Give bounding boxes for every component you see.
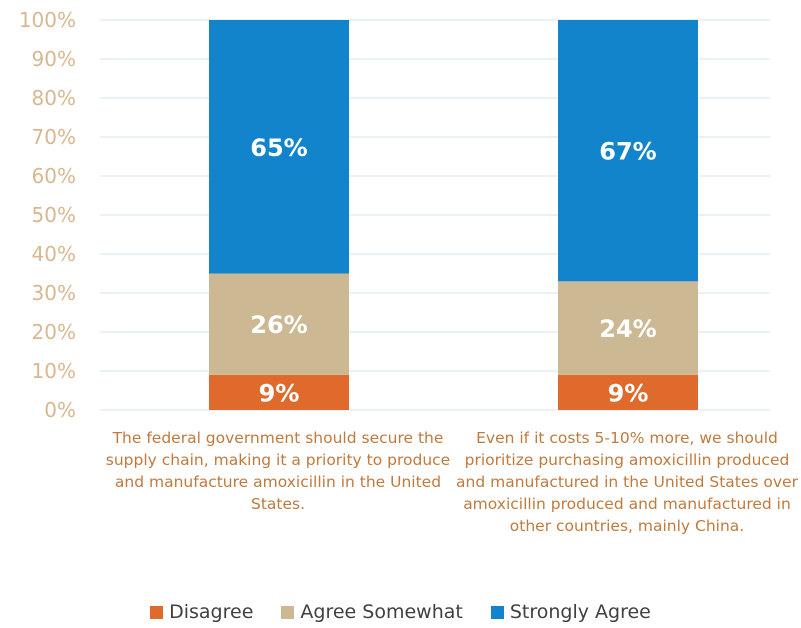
data-label: 9% xyxy=(608,379,649,407)
y-tick-label: 100% xyxy=(19,8,76,32)
bar-segment xyxy=(558,281,698,375)
y-tick-label: 0% xyxy=(44,398,76,422)
bar-segment xyxy=(209,273,349,375)
stacked-bar-chart: 0% 10% 20% 30% 40% 50% 60% 70% 80% 90% 100% 9% 26% 6… xyxy=(19,8,770,422)
category-label-1: The federal government should secure the… xyxy=(105,429,451,513)
y-tick-label: 70% xyxy=(32,125,76,149)
data-label: 9% xyxy=(259,379,300,407)
legend-label-agree-somewhat: Agree Somewhat xyxy=(300,601,463,623)
y-tick-label: 60% xyxy=(32,164,76,188)
y-tick-label: 80% xyxy=(32,86,76,110)
y-tick-label: 90% xyxy=(32,47,76,71)
legend-item-agree-somewhat: Agree Somewhat xyxy=(281,601,463,623)
y-tick-label: 20% xyxy=(32,320,76,344)
y-tick-label: 40% xyxy=(32,242,76,266)
y-tick-label: 50% xyxy=(32,203,76,227)
legend-swatch-agree-somewhat xyxy=(281,605,295,619)
legend-label-strongly-agree: Strongly Agree xyxy=(509,601,651,623)
category-label-2: Even if it costs 5-10% more, we should p… xyxy=(456,429,798,535)
legend-item-strongly-agree: Strongly Agree xyxy=(490,601,651,623)
data-label: 67% xyxy=(599,138,656,166)
y-tick-label: 30% xyxy=(32,281,76,305)
bar-segment xyxy=(209,374,349,410)
legend-swatch-disagree xyxy=(150,605,164,619)
data-labels: 9% 26% 65% 9% 24% 67% xyxy=(250,134,656,408)
legend: Disagree Agree Somewhat Strongly Agree xyxy=(0,601,801,623)
y-tick-label: 10% xyxy=(32,359,76,383)
legend-item-disagree: Disagree xyxy=(150,601,253,623)
bar-segment xyxy=(558,20,698,282)
legend-swatch-strongly-agree xyxy=(490,605,504,619)
data-label: 26% xyxy=(250,311,307,339)
bars xyxy=(209,20,698,410)
legend-label-disagree: Disagree xyxy=(169,601,254,623)
y-axis-ticks: 0% 10% 20% 30% 40% 50% 60% 70% 80% 90% 100% xyxy=(19,8,76,422)
bar-segment xyxy=(209,20,349,274)
data-label: 65% xyxy=(250,134,307,162)
bar-segment xyxy=(558,374,698,410)
data-label: 24% xyxy=(599,315,656,343)
